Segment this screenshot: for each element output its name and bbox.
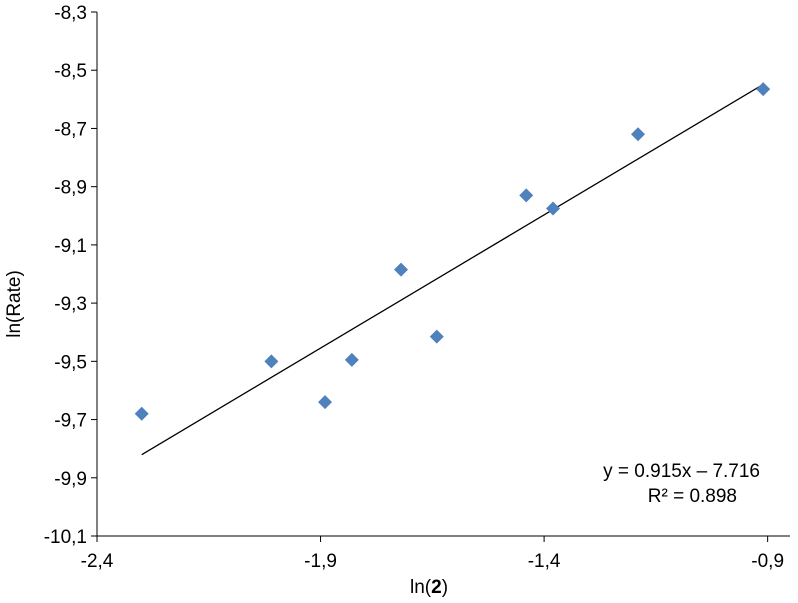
trendline [141,83,764,456]
y-tick-label: -8,9 [54,178,87,199]
x-tick-label: -1,4 [528,551,561,572]
y-ticks: -8,3 -8,5 -8,7 -8,9 -9,1 -9,3 -9,5 -9,7 -9,9 -10,… [44,3,97,548]
y-tick-label: -9,1 [54,236,87,257]
y-tick-label: -8,3 [54,3,87,24]
y-tick-label: -9,3 [54,294,87,315]
y-tick-label: -8,7 [54,119,87,140]
data-point-diamond [264,354,279,369]
x-axis-title-prefix: ln( [410,577,432,598]
axes: -8,3 -8,5 -8,7 -8,9 -9,1 -9,3 -9,5 -9,7 -9,9 -10,… [44,3,790,572]
data-point-diamond [429,329,444,344]
y-tick-label: -9,9 [54,469,87,490]
x-tick-label: -1,9 [304,551,337,572]
x-tick-label: -2,4 [81,551,114,572]
y-tick-label: -9,7 [54,411,87,432]
x-axis-title: ln(2) [410,577,448,598]
data-point-diamond [318,395,333,410]
data-point-diamond [134,406,149,421]
trendline-equation: y = 0.915x – 7.716 [603,461,760,482]
x-ticks: -2,4 -1,9 -1,4 -0,9 [81,536,784,572]
x-tick-label: -0,9 [751,551,784,572]
y-tick-label: -8,5 [54,61,87,82]
data-points [134,82,771,421]
y-tick-label: -10,1 [44,527,87,548]
x-axis-title-suffix: ) [442,577,448,598]
data-point-diamond [344,352,359,367]
data-point-diamond [394,262,409,277]
y-axis-title: ln(Rate) [4,270,25,338]
trendline-r-squared: R² = 0.898 [648,486,737,507]
data-point-diamond [546,201,561,216]
data-point-diamond [630,127,645,142]
data-point-diamond [756,82,771,97]
x-axis-title-bold: 2 [431,577,442,598]
data-point-diamond [519,188,534,203]
y-tick-label: -9,5 [54,352,87,373]
